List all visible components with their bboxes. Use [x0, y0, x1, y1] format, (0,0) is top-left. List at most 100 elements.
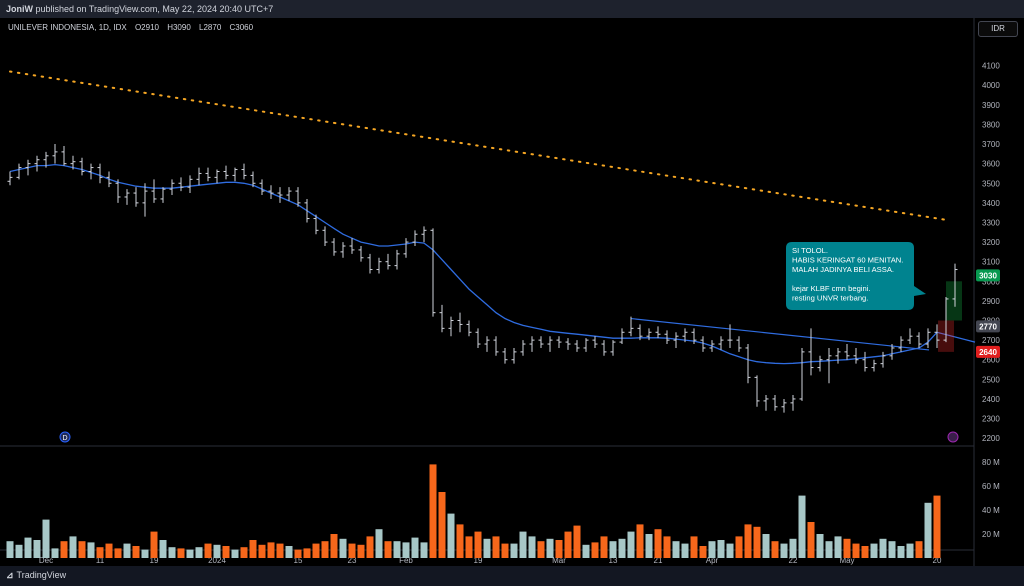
ohlc-bar[interactable] [583, 338, 589, 352]
ohlc-bar[interactable] [745, 344, 751, 384]
ohlc-bar[interactable] [619, 328, 625, 345]
ohlc-bar[interactable] [565, 338, 571, 350]
ohlc-bar[interactable] [277, 187, 283, 203]
ohlc-bar[interactable] [862, 351, 868, 372]
ohlc-bar[interactable] [286, 187, 292, 201]
publisher-user[interactable]: JoniW [6, 4, 33, 14]
ohlc-bar[interactable] [538, 336, 544, 348]
ohlc-bar[interactable] [844, 344, 850, 360]
ohlc-bar[interactable] [691, 328, 697, 345]
ohlc-bar[interactable] [79, 157, 85, 176]
ohlc-bar[interactable] [601, 340, 607, 356]
ohlc-bar[interactable] [223, 165, 229, 180]
ohlc-bar[interactable] [907, 328, 913, 345]
ohlc-bar[interactable] [313, 214, 319, 235]
ohlc-bar[interactable] [736, 336, 742, 352]
ohlc-bar[interactable] [367, 253, 373, 274]
ohlc-bar[interactable] [196, 167, 202, 186]
chart-area[interactable]: 2200230024002500260027002800290030003100… [0, 18, 1024, 566]
ohlc-bar[interactable] [187, 175, 193, 194]
ohlc-bar[interactable] [241, 163, 247, 180]
ohlc-bar[interactable] [754, 375, 760, 407]
ohlc-bar[interactable] [457, 312, 463, 333]
ohlc-bar[interactable] [934, 324, 940, 348]
ohlc-bar[interactable] [376, 257, 382, 274]
earnings-icon[interactable] [947, 431, 959, 443]
ohlc-bar[interactable] [322, 226, 328, 246]
ohlc-bar[interactable] [880, 351, 886, 368]
ohlc-bar[interactable] [826, 347, 832, 384]
ohlc-bar[interactable] [682, 328, 688, 343]
ohlc-bar[interactable] [124, 189, 130, 205]
annotation-callout[interactable] [786, 242, 926, 310]
ohlc-bar[interactable] [403, 238, 409, 258]
ohlc-bar[interactable] [88, 163, 94, 180]
ohlc-bar[interactable] [151, 179, 157, 203]
ohlc-bar[interactable] [889, 344, 895, 360]
ohlc-bar[interactable] [268, 185, 274, 199]
ohlc-bar[interactable] [547, 336, 553, 352]
ohlc-bar[interactable] [412, 230, 418, 246]
ohlc-bar[interactable] [529, 336, 535, 352]
ohlc-bar[interactable] [916, 332, 922, 348]
currency-button[interactable]: IDR [978, 21, 1018, 37]
ohlc-bar[interactable] [259, 179, 265, 196]
ohlc-bar[interactable] [871, 359, 877, 372]
ohlc-bar[interactable] [475, 328, 481, 348]
ohlc-bar[interactable] [637, 324, 643, 341]
ohlc-bar[interactable] [61, 146, 67, 166]
ohlc-bar[interactable] [106, 171, 112, 188]
ohlc-bar[interactable] [331, 238, 337, 256]
ohlc-bar[interactable] [799, 347, 805, 401]
ohlc-bar[interactable] [574, 340, 580, 352]
ohlc-bar[interactable] [394, 249, 400, 270]
ohlc-bar[interactable] [700, 336, 706, 352]
ohlc-bar[interactable] [385, 253, 391, 270]
ohlc-bar[interactable] [295, 187, 301, 207]
ohlc-bar[interactable] [502, 347, 508, 364]
ohlc-bar[interactable] [115, 179, 121, 203]
ohlc-bar[interactable] [772, 395, 778, 411]
ohlc-bar[interactable] [97, 163, 103, 184]
ohlc-bar[interactable] [7, 171, 13, 186]
ohlc-bar[interactable] [790, 395, 796, 411]
ohlc-bar[interactable] [835, 347, 841, 364]
ohlc-bar[interactable] [817, 355, 823, 372]
ohlc-bar[interactable] [250, 171, 256, 188]
ohlc-bar[interactable] [205, 167, 211, 182]
ohlc-bar[interactable] [304, 198, 310, 223]
ohlc-bar[interactable] [853, 347, 859, 364]
ohlc-bar[interactable] [133, 187, 139, 207]
ohlc-bar[interactable] [214, 169, 220, 184]
ohlc-bar[interactable] [358, 246, 364, 262]
ohlc-bar[interactable] [781, 398, 787, 413]
ohlc-bar[interactable] [556, 336, 562, 348]
ohlc-bar[interactable] [673, 332, 679, 348]
ohlc-bar[interactable] [628, 316, 634, 337]
ohlc-bar[interactable] [421, 226, 427, 243]
ohlc-bar[interactable] [709, 340, 715, 352]
tradingview-brand[interactable]: ⊿ TradingView [6, 570, 66, 581]
ohlc-bar[interactable] [178, 177, 184, 192]
ohlc-bar[interactable] [466, 320, 472, 337]
ohlc-bar[interactable] [232, 167, 238, 182]
ohlc-bar[interactable] [43, 151, 49, 168]
ohlc-bar[interactable] [763, 395, 769, 411]
ohlc-bar[interactable] [808, 328, 814, 376]
ohlc-bar[interactable] [727, 324, 733, 348]
ohlc-bar[interactable] [655, 326, 661, 339]
ohlc-bar[interactable] [484, 336, 490, 352]
ohlc-bar[interactable] [493, 336, 499, 356]
ohlc-bar[interactable] [925, 328, 931, 348]
ohlc-bar[interactable] [952, 263, 958, 307]
ohlc-bar[interactable] [610, 340, 616, 356]
ohlc-bar[interactable] [718, 336, 724, 350]
dividend-marker-icon[interactable] [59, 431, 71, 443]
ohlc-bar[interactable] [160, 187, 166, 203]
ohlc-bar[interactable] [943, 296, 949, 343]
ohlc-bar[interactable] [430, 228, 436, 317]
ohlc-bar[interactable] [52, 144, 58, 164]
ohlc-bar[interactable] [16, 163, 22, 180]
ohlc-bar[interactable] [646, 328, 652, 341]
ohlc-bar[interactable] [664, 330, 670, 345]
